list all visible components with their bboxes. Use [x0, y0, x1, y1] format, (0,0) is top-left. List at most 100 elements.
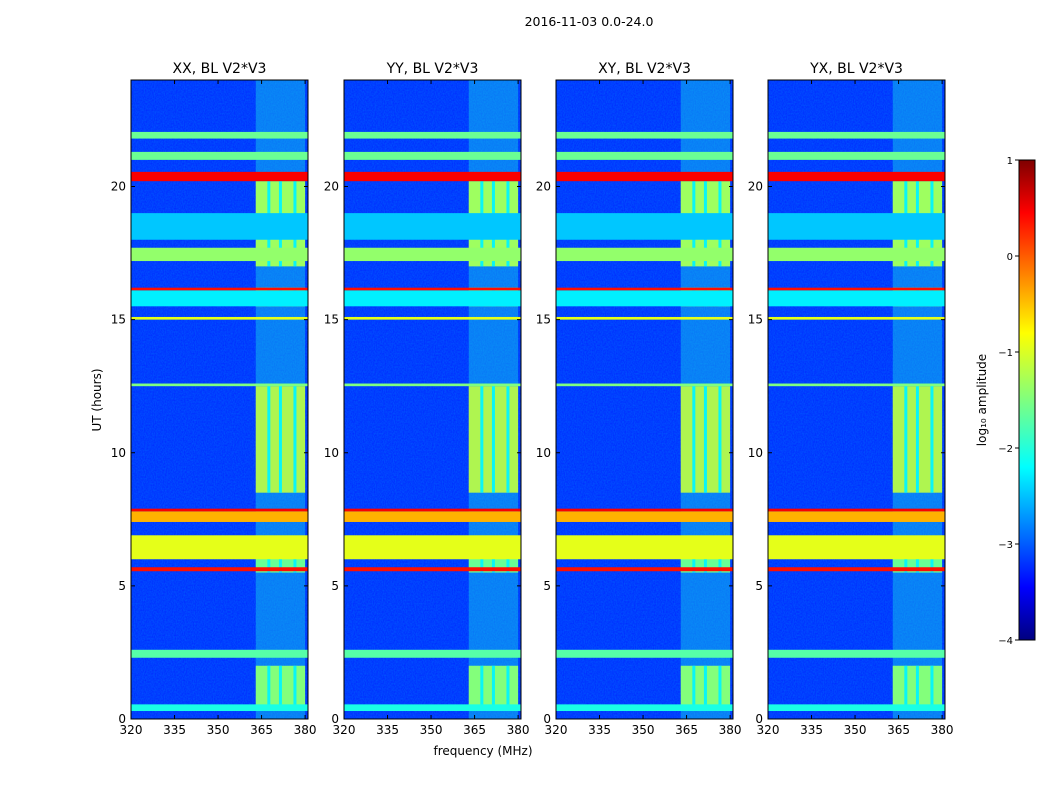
y-tick-label: 5: [543, 579, 551, 593]
time-band: [131, 649, 308, 658]
time-band: [344, 151, 521, 160]
subband-gap: [506, 665, 510, 706]
time-band: [556, 287, 733, 291]
x-tick-label: 380: [719, 723, 742, 737]
time-band: [556, 511, 733, 522]
panel-yx: YX, BL V2*V3 320 335 350 365 380 0 5 10 15 20: [748, 61, 954, 737]
x-tick-label: 320: [120, 723, 143, 737]
time-band: [556, 508, 733, 512]
subband-gap: [904, 665, 908, 706]
time-band: [556, 151, 733, 160]
y-tick-label: 0: [755, 712, 763, 726]
figure-suptitle: 2016-11-03 0.0-24.0: [525, 14, 654, 29]
subband-gap: [904, 386, 908, 493]
axes-frame: [767, 79, 946, 720]
time-band: [131, 247, 308, 262]
time-band: [768, 508, 945, 512]
time-band: [344, 649, 521, 658]
time-band: [768, 290, 945, 307]
y-axis-label: UT (hours): [90, 368, 104, 431]
time-band: [556, 247, 733, 262]
subband-gap: [692, 665, 696, 706]
subband-gap: [267, 665, 271, 706]
colorbar-label: log₁₀ amplitude: [975, 354, 989, 446]
time-band: [344, 704, 521, 712]
time-band: [344, 171, 521, 182]
time-band: [556, 290, 733, 307]
time-band: [556, 316, 733, 320]
rfi-band: [680, 80, 731, 719]
time-band: [768, 287, 945, 291]
colorbar-tick-label: −4: [998, 636, 1013, 647]
heatmap-body: [131, 80, 308, 719]
y-tick-label: 5: [118, 579, 126, 593]
x-tick-label: 335: [588, 723, 611, 737]
panel-title: YY, BL V2*V3: [386, 61, 479, 77]
panel-xx: XX, BL V2*V3 320 335 350 365 380 0 5 10 15 20: [111, 61, 317, 737]
colorbar-tick-label: 1: [1007, 156, 1013, 167]
panel-yy: YY, BL V2*V3 320 335 350 365 380 0 5 10 15 20: [324, 61, 530, 737]
subband-gap: [278, 665, 282, 706]
time-band: [131, 316, 308, 320]
subband-gap: [692, 386, 696, 493]
subband-gap: [703, 665, 707, 706]
y-tick-label: 20: [324, 180, 339, 194]
time-band: [344, 287, 521, 291]
subband-gap: [915, 386, 919, 493]
time-band: [768, 171, 945, 182]
subband-gap: [915, 665, 919, 706]
subband-gap: [491, 665, 495, 706]
time-band: [768, 213, 945, 240]
x-tick-label: 365: [887, 723, 910, 737]
y-tick-label: 5: [755, 579, 763, 593]
rfi-band: [255, 80, 306, 719]
time-band: [131, 535, 308, 560]
y-tick-label: 10: [324, 446, 339, 460]
colorbar-tick-label: 0: [1007, 252, 1013, 263]
y-tick-label: 15: [536, 313, 551, 327]
heatmap-body: [556, 80, 733, 719]
subband-gap: [480, 386, 484, 493]
x-tick-label: 365: [675, 723, 698, 737]
time-band: [556, 649, 733, 658]
subband-gap: [267, 386, 271, 493]
time-band: [131, 213, 308, 240]
subband-gap: [718, 386, 722, 493]
time-band: [344, 567, 521, 572]
x-tick-label: 350: [207, 723, 230, 737]
time-band: [768, 316, 945, 320]
axes-frame: [555, 79, 734, 720]
time-band: [556, 704, 733, 712]
y-tick-label: 15: [748, 313, 763, 327]
axes-frame: [343, 79, 522, 720]
axes-frame: [130, 79, 309, 720]
y-tick-label: 20: [111, 180, 126, 194]
time-band: [768, 511, 945, 522]
time-band: [131, 511, 308, 522]
subband-gap: [293, 386, 297, 493]
y-tick-label: 15: [324, 313, 339, 327]
time-band: [131, 171, 308, 182]
x-tick-label: 380: [294, 723, 317, 737]
time-band: [131, 287, 308, 291]
subband-gap: [480, 665, 484, 706]
time-band: [131, 383, 308, 387]
time-band: [768, 131, 945, 139]
subband-gap: [930, 665, 934, 706]
heatmap-body: [768, 80, 945, 719]
time-band: [344, 247, 521, 262]
panel-title: XX, BL V2*V3: [173, 61, 267, 77]
rfi-band: [892, 80, 943, 719]
time-band: [556, 535, 733, 560]
time-band: [768, 704, 945, 712]
y-tick-label: 10: [111, 446, 126, 460]
time-band: [768, 649, 945, 658]
panel-title: YX, BL V2*V3: [809, 61, 903, 77]
subband-gap: [703, 386, 707, 493]
time-band: [768, 247, 945, 262]
y-tick-label: 0: [543, 712, 551, 726]
y-tick-label: 20: [536, 180, 551, 194]
time-band: [131, 131, 308, 139]
time-band: [556, 131, 733, 139]
